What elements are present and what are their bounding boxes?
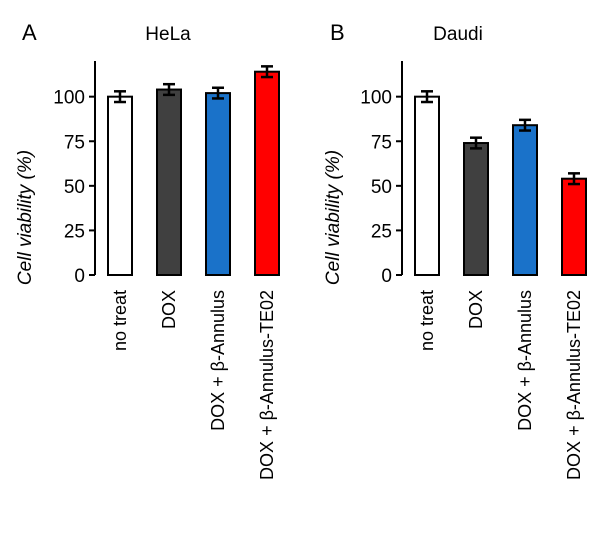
y-tick-label: 0 bbox=[381, 266, 392, 287]
category-label: DOX + β-Annulus bbox=[208, 290, 228, 431]
chart-title: Daudi bbox=[433, 24, 483, 45]
error-bar bbox=[421, 90, 433, 104]
error-bar bbox=[568, 172, 580, 186]
category-label: DOX + β-Annulus-TE02 bbox=[564, 290, 584, 480]
error-bar bbox=[470, 136, 482, 150]
y-tick-label: 50 bbox=[371, 177, 392, 198]
bar bbox=[414, 95, 440, 276]
error-bar bbox=[114, 90, 126, 104]
y-tick-label: 25 bbox=[371, 221, 392, 242]
category-label: DOX bbox=[159, 290, 179, 329]
bar bbox=[463, 142, 489, 276]
y-axis-label: Cell viability (%) bbox=[323, 150, 344, 285]
category-label: no treat bbox=[417, 290, 437, 351]
y-tick-label: 75 bbox=[64, 132, 85, 153]
chart-panel-b: B Daudi Cell viability (%) 0 25 50 75 100 no tre… bbox=[323, 20, 587, 480]
error-bar bbox=[519, 118, 531, 132]
bar bbox=[254, 70, 280, 276]
error-bar bbox=[212, 86, 224, 100]
chart-panel-a: A HeLa Cell viability (%) 0 25 50 75 100 no trea… bbox=[15, 20, 280, 480]
bar bbox=[205, 92, 231, 276]
category-label: DOX + β-Annulus bbox=[515, 290, 535, 431]
y-tick-label: 0 bbox=[74, 266, 85, 287]
error-bar bbox=[261, 65, 273, 79]
bar bbox=[107, 95, 133, 276]
y-tick-label: 100 bbox=[53, 88, 85, 109]
panel-letter: A bbox=[22, 20, 37, 45]
error-bar bbox=[163, 82, 175, 97]
y-tick-label: 50 bbox=[64, 177, 85, 198]
bar bbox=[512, 124, 538, 276]
category-label: DOX bbox=[466, 290, 486, 329]
category-label: DOX + β-Annulus-TE02 bbox=[257, 290, 277, 480]
y-tick-label: 25 bbox=[64, 221, 85, 242]
y-tick-label: 75 bbox=[371, 132, 392, 153]
panel-letter: B bbox=[330, 20, 345, 45]
y-axis-label: Cell viability (%) bbox=[15, 150, 36, 285]
bar bbox=[561, 177, 587, 276]
category-label: no treat bbox=[110, 290, 130, 351]
y-tick-label: 100 bbox=[360, 88, 392, 109]
chart-title: HeLa bbox=[145, 24, 191, 45]
bar bbox=[156, 88, 182, 276]
